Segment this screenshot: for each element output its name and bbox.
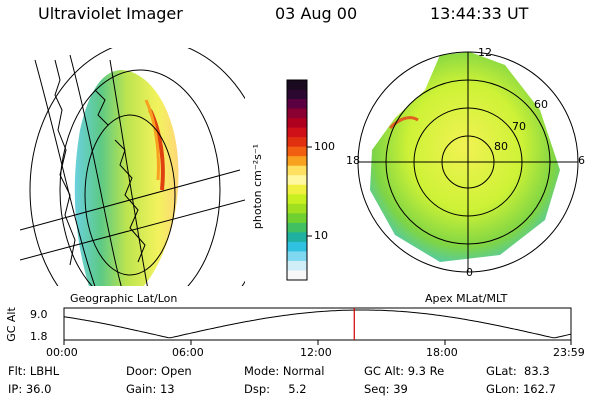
altitude-ytick-9: 9.0 (30, 308, 48, 321)
colorbar-band (287, 80, 307, 91)
colorbar-band (287, 260, 307, 271)
colorbar-band (287, 165, 307, 176)
mlt-label-0: 0 (466, 266, 473, 279)
time-label: 13:44:33 UT (430, 4, 529, 23)
colorbar-band (287, 118, 307, 129)
colorbar-band (287, 270, 307, 281)
x-tick-0000: 00:00 (46, 346, 78, 359)
mlat-label-60: 60 (534, 98, 548, 111)
colorbar-band (287, 146, 307, 157)
info-mode: Mode: Normal (244, 364, 325, 378)
colorbar-band (287, 156, 307, 167)
colorbar-band (287, 241, 307, 252)
info-dsp: Dsp: 5.2 (244, 382, 307, 396)
colorbar-band (287, 194, 307, 205)
colorbar-band (287, 89, 307, 100)
colorbar-band (287, 137, 307, 148)
colorbar-band (287, 222, 307, 233)
altitude-ylabel: GC Alt (4, 307, 18, 342)
info-gain: Gain: 13 (126, 382, 175, 396)
mlt-label-6: 6 (578, 154, 585, 167)
colorbar-band (287, 99, 307, 110)
mlt-label-18: 18 (346, 154, 360, 167)
colorbar-band (287, 127, 307, 138)
date-label: 03 Aug 00 (275, 4, 358, 23)
right-panel-caption: Apex MLat/MLT (425, 292, 508, 305)
mlat-label-80: 80 (494, 140, 508, 153)
colorbar-band (287, 175, 307, 186)
colorbar-band (287, 232, 307, 243)
info-flt: Flt: LBHL (8, 364, 60, 378)
instrument-title: Ultraviolet Imager (38, 4, 183, 23)
colorbar-band (287, 213, 307, 224)
info-glon: GLon: 162.7 (486, 382, 556, 396)
mlt-label-12: 12 (478, 46, 492, 59)
colorbar-band (287, 203, 307, 214)
info-glat: GLat: 83.3 (486, 364, 550, 378)
info-ip: IP: 36.0 (8, 382, 52, 396)
colorbar-band (287, 251, 307, 262)
left-panel-caption: Geographic Lat/Lon (70, 292, 178, 305)
colorbar-band (287, 184, 307, 195)
colorbar-tick-100: 100 (314, 140, 335, 153)
mlat-label-70: 70 (512, 120, 526, 133)
colorbar-tick-10: 10 (314, 229, 328, 242)
info-seq: Seq: 39 (364, 382, 408, 396)
x-tick-0600: 06:00 (172, 346, 204, 359)
x-tick-1200: 12:00 (300, 346, 332, 359)
altitude-ytick-1.8: 1.8 (30, 330, 48, 343)
info-gc-alt: GC Alt: 9.3 Re (364, 364, 445, 378)
colorbar-band (287, 108, 307, 119)
x-tick-2359: 23:59 (553, 346, 585, 359)
x-tick-1800: 18:00 (426, 346, 458, 359)
info-door: Door: Open (126, 364, 192, 378)
